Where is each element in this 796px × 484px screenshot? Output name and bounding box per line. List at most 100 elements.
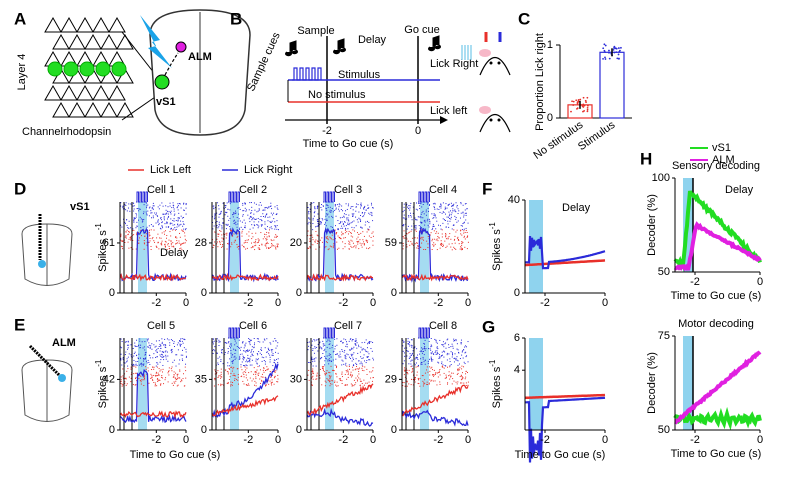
spike-dot	[150, 224, 152, 226]
spike-dot	[139, 340, 141, 342]
spike-dot	[265, 247, 267, 249]
spike-dot	[249, 359, 251, 361]
spike-dot	[347, 354, 349, 356]
spike-dot	[121, 246, 123, 248]
spike-dot	[240, 376, 242, 378]
spike-dot	[326, 370, 328, 372]
spike-dot	[431, 249, 433, 251]
spike-dot	[143, 376, 145, 378]
spike-dot	[169, 231, 171, 233]
spike-dot	[343, 225, 345, 227]
y-axis-label: Spikes s-1	[94, 223, 109, 272]
spike-dot	[180, 243, 182, 245]
spike-dot	[227, 362, 229, 364]
spike-dot	[267, 242, 269, 244]
spike-dot	[232, 361, 234, 363]
spike-dot	[234, 338, 236, 340]
spike-dot	[406, 350, 408, 352]
spike-dot	[459, 217, 461, 219]
spike-dot	[213, 245, 215, 247]
spike-dot	[133, 359, 135, 361]
spike-dot	[447, 237, 449, 239]
spike-dot	[463, 221, 465, 223]
spike-dot	[246, 367, 248, 369]
spike-dot	[436, 208, 438, 210]
spike-dot	[270, 382, 272, 384]
spike-dot	[157, 221, 159, 223]
spike-dot	[267, 347, 269, 349]
spike-dot	[427, 218, 429, 220]
spike-dot	[338, 203, 340, 205]
spike-dot	[412, 352, 414, 354]
label: Time to Go cue (s)	[303, 138, 394, 150]
spike-dot	[214, 213, 216, 215]
spike-dot	[332, 247, 334, 249]
spike-dot	[247, 349, 249, 351]
spike-dot	[246, 247, 248, 249]
spike-dot	[403, 341, 405, 343]
spike-dot	[238, 213, 240, 215]
spike-dot	[344, 357, 346, 359]
spike-dot	[251, 206, 253, 208]
spike-dot	[155, 245, 157, 247]
spike-dot	[247, 354, 249, 356]
spike-dot	[214, 369, 216, 371]
spike-dot	[327, 206, 329, 208]
spike-dot	[180, 244, 182, 246]
spike-dot	[172, 206, 174, 208]
spike-dot	[249, 357, 251, 359]
spike-dot	[437, 240, 439, 242]
spike-dot	[347, 205, 349, 207]
spike-dot	[462, 212, 464, 214]
spike-dot	[220, 385, 222, 387]
spike-dot	[160, 217, 162, 219]
spike-dot	[370, 211, 372, 213]
spike-dot	[175, 372, 177, 374]
neuron-triangle	[84, 33, 102, 50]
spike-dot	[415, 362, 417, 364]
spike-dot	[367, 220, 369, 222]
spike-dot	[411, 243, 413, 245]
spike-dot	[161, 371, 163, 373]
spike-dot	[429, 366, 431, 368]
spike-dot	[219, 375, 221, 377]
spike-dot	[261, 224, 263, 226]
spike-dot	[435, 341, 437, 343]
spike-dot	[360, 221, 362, 223]
spike-dot	[142, 363, 144, 365]
spike-dot	[435, 217, 437, 219]
spike-dot	[330, 360, 332, 362]
spike-dot	[343, 363, 345, 365]
spike-dot	[432, 217, 434, 219]
spike-dot	[153, 205, 155, 207]
spike-dot	[329, 211, 331, 213]
spike-dot	[138, 237, 140, 239]
spike-dot	[232, 368, 234, 370]
spike-dot	[447, 220, 449, 222]
spike-dot	[353, 346, 355, 348]
spike-dot	[316, 225, 318, 227]
spike-dot	[404, 370, 406, 372]
spike-dot	[276, 243, 278, 245]
spike-dot	[230, 246, 232, 248]
spike-dot	[277, 374, 279, 376]
spike-dot	[419, 205, 421, 207]
spike-dot	[169, 202, 171, 204]
spike-dot	[158, 379, 160, 381]
spike-dot	[456, 343, 458, 345]
spike-dot	[407, 206, 409, 208]
opsin-cell	[95, 61, 111, 77]
spike-dot	[417, 358, 419, 360]
spike-dot	[414, 381, 416, 383]
spike-dot	[436, 347, 438, 349]
spike-dot	[143, 211, 145, 213]
spike-dot	[277, 352, 279, 354]
spike-dot	[337, 235, 339, 237]
spike-dot	[366, 356, 368, 358]
spike-dot	[224, 369, 226, 371]
spike-dot	[214, 215, 216, 217]
spike-dot	[120, 380, 122, 382]
y-axis-label-text: Spikes s	[491, 229, 503, 271]
spike-dot	[266, 241, 268, 243]
label: Time to Go cue (s)	[130, 449, 221, 461]
